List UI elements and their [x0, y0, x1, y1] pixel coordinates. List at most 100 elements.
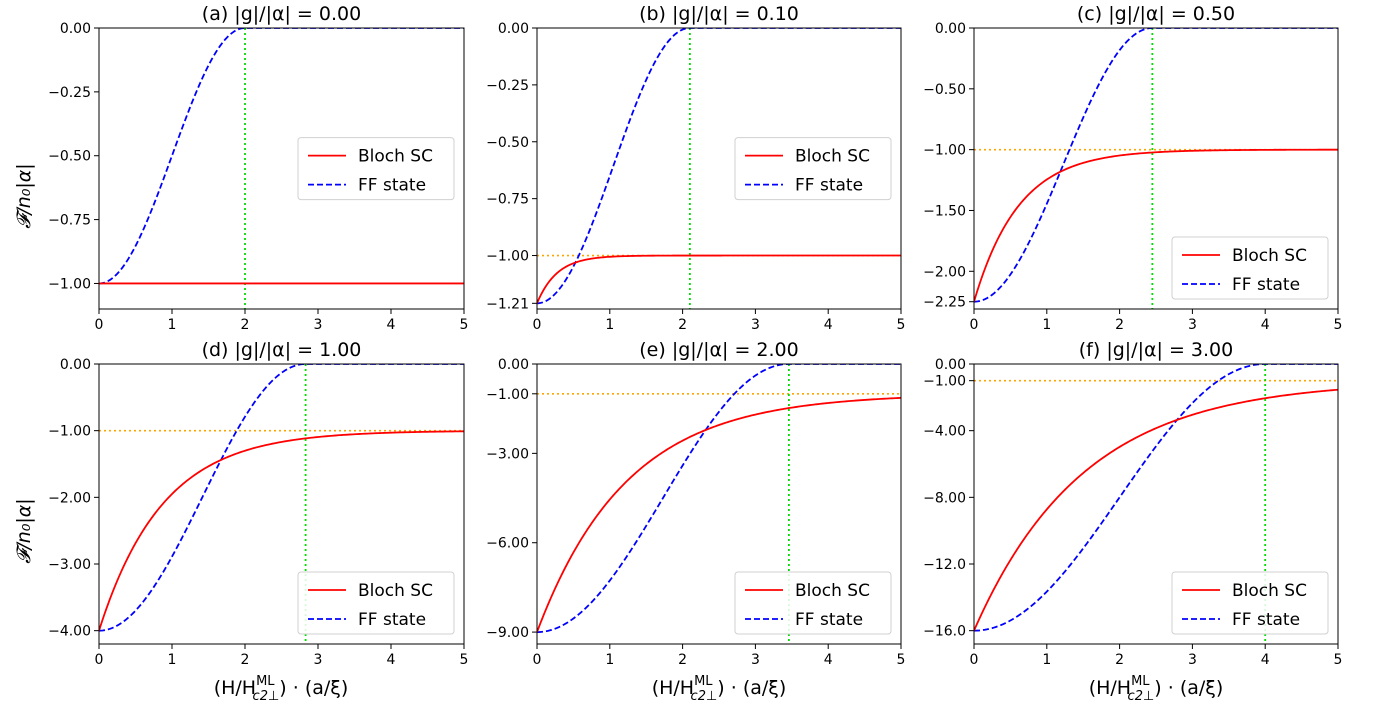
x-tick-label: 4	[1261, 317, 1270, 333]
x-tick-label: 3	[314, 317, 323, 333]
x-tick-label: 2	[1115, 652, 1124, 668]
x-tick-label: 0	[95, 317, 104, 333]
series-bloch-sc	[537, 396, 901, 633]
series-bloch-sc	[974, 388, 1338, 632]
y-tick-label: −0.75	[48, 213, 91, 229]
legend-label: Bloch SC	[795, 581, 870, 601]
x-tick-label: 1	[168, 317, 177, 333]
y-tick-label: −1.21	[486, 296, 529, 312]
y-tick-label: −9.00	[486, 625, 529, 641]
subplot-title: (a) |g|/|α| = 0.00	[202, 3, 361, 25]
x-tick-label: 4	[824, 317, 833, 333]
subplot-3: (d) |g|/|α| = 1.00 0 1 2 3 4 5 0.00 −1.00 −2.00 −3…	[48, 339, 468, 668]
x-tick-label: 5	[1334, 652, 1343, 668]
legend: Bloch SC FF state	[1171, 236, 1329, 300]
y-tick-label: 0.00	[498, 357, 529, 373]
series-ff-state	[974, 364, 1338, 632]
subplot-0: (a) |g|/|α| = 0.00 0 1 2 3 4 5 0.00 −0.25 −0.50 −0…	[48, 3, 468, 333]
x-axis-label: (H/HML c2⊥) · (a/ξ)	[1089, 674, 1224, 704]
legend: Bloch SC FF state	[734, 137, 892, 201]
x-tick-label: 5	[1334, 317, 1343, 333]
axes-frame	[973, 363, 1339, 645]
y-tick-label: −8.00	[923, 490, 966, 506]
x-tick-label: 1	[1042, 652, 1051, 668]
x-tick-label: 4	[1261, 652, 1270, 668]
x-tick-label: 2	[241, 652, 250, 668]
subplot-title: (f) |g|/|α| = 3.00	[1079, 339, 1233, 361]
legend-label: FF state	[358, 610, 426, 630]
legend-label: FF state	[358, 176, 426, 196]
y-tick-label: −12.0	[923, 557, 966, 573]
subplot-title: (d) |g|/|α| = 1.00	[202, 339, 362, 361]
y-tick-label: −0.50	[48, 149, 91, 165]
subplot-2: (c) |g|/|α| = 0.50 0 1 2 3 4 5 0.00 −0.50 −1.00 −1…	[923, 3, 1342, 333]
y-tick-label: −1.50	[923, 203, 966, 219]
legend-label: FF state	[1232, 610, 1300, 630]
plot-area	[537, 28, 901, 309]
legend-label: FF state	[795, 610, 863, 630]
y-tick-label: 0.00	[498, 21, 529, 37]
y-tick-label: −1.00	[923, 374, 966, 390]
legend-label: Bloch SC	[1232, 581, 1307, 601]
y-tick-label: −16.0	[923, 624, 966, 640]
legend: Bloch SC FF state	[297, 571, 455, 635]
y-tick-label: −0.50	[923, 82, 966, 98]
legend: Bloch SC FF state	[734, 571, 892, 635]
plot-area	[99, 28, 464, 309]
x-tick-label: 0	[95, 652, 104, 668]
y-tick-label: −4.00	[48, 624, 91, 640]
series-bloch-sc	[99, 430, 464, 631]
x-tick-label: 5	[897, 317, 906, 333]
subplot-1: (b) |g|/|α| = 0.10 0 1 2 3 4 5 0.00 −0.25 −0.50 −0…	[486, 3, 905, 333]
subplot-4: (e) |g|/|α| = 2.00 0 1 2 3 4 5 0.00 −1.00 −3.00 −6…	[486, 339, 905, 668]
x-tick-label: 3	[751, 652, 760, 668]
axes-frame	[98, 363, 465, 645]
x-tick-label: 4	[824, 652, 833, 668]
y-tick-label: −1.00	[486, 249, 529, 265]
x-tick-label: 5	[460, 652, 469, 668]
y-tick-label: −1.00	[48, 276, 91, 292]
x-tick-label: 1	[1042, 317, 1051, 333]
y-tick-label: −1.00	[923, 143, 966, 159]
plot-area	[974, 28, 1338, 309]
series-bloch-sc	[537, 254, 901, 304]
legend-label: FF state	[1232, 275, 1300, 295]
axes-frame	[536, 363, 902, 645]
y-tick-label: −1.00	[48, 424, 91, 440]
x-tick-label: 0	[533, 652, 542, 668]
y-tick-label: −3.00	[48, 557, 91, 573]
x-tick-label: 5	[897, 652, 906, 668]
legend-label: Bloch SC	[795, 147, 870, 167]
y-tick-label: −4.00	[923, 424, 966, 440]
legend: Bloch SC FF state	[1171, 571, 1329, 635]
axes-frame	[973, 27, 1339, 310]
series-ff-state	[537, 364, 901, 633]
y-tick-label: −6.00	[486, 536, 529, 552]
x-tick-label: 1	[605, 317, 614, 333]
x-tick-label: 0	[970, 317, 979, 333]
y-tick-label: −0.75	[486, 192, 529, 208]
y-tick-label: −0.25	[486, 78, 529, 94]
y-tick-label: −1.00	[486, 387, 529, 403]
x-axis-label: (H/HML c2⊥) · (a/ξ)	[214, 674, 349, 704]
x-tick-label: 3	[314, 652, 323, 668]
y-tick-label: −2.00	[923, 264, 966, 280]
y-tick-label: −2.00	[48, 490, 91, 506]
legend-label: Bloch SC	[358, 581, 433, 601]
y-axis-label: 𝓕/n₀|α|	[13, 498, 35, 563]
subplot-title: (e) |g|/|α| = 2.00	[639, 339, 798, 361]
y-tick-label: 0.00	[935, 21, 966, 37]
series-bloch-sc	[974, 148, 1338, 302]
legend-label: Bloch SC	[358, 147, 433, 167]
y-tick-label: −0.50	[486, 135, 529, 151]
x-tick-label: 3	[1188, 652, 1197, 668]
x-tick-label: 3	[751, 317, 760, 333]
subplot-title: (b) |g|/|α| = 0.10	[639, 3, 799, 25]
x-tick-label: 0	[970, 652, 979, 668]
x-tick-label: 4	[387, 652, 396, 668]
legend-label: Bloch SC	[1232, 246, 1307, 266]
x-tick-label: 2	[241, 317, 250, 333]
series-ff-state	[99, 364, 464, 632]
x-tick-label: 2	[1115, 317, 1124, 333]
